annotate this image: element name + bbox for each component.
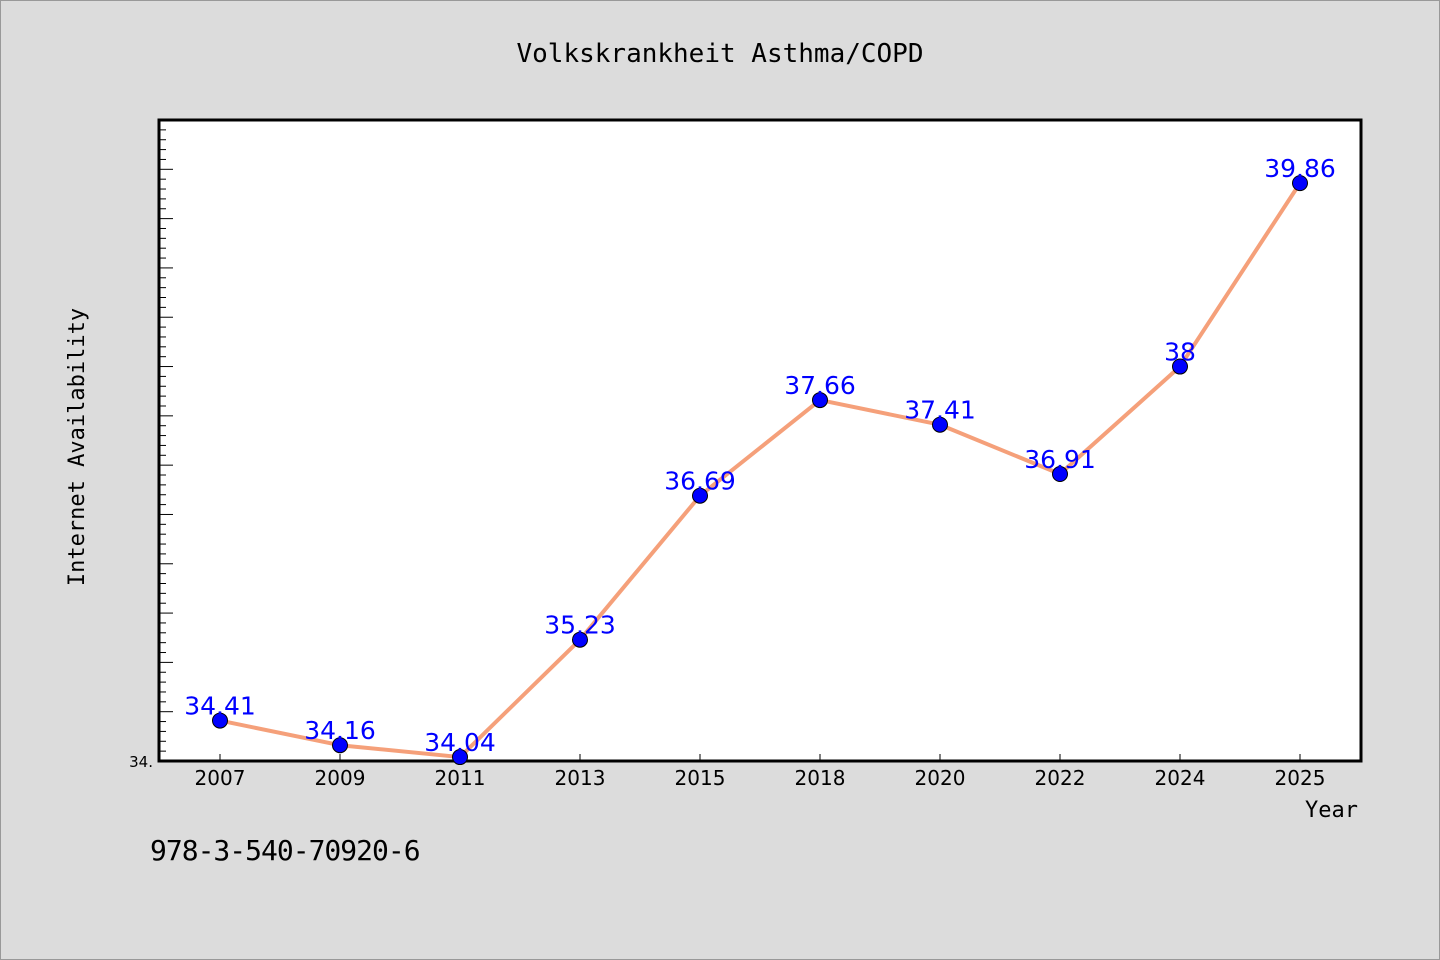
x-axis-ticks: 2007 2009 2011 2013 2015 2018 2020 2022 2024 2025 xyxy=(195,754,1326,790)
x-tick-label: 2022 xyxy=(1035,766,1086,790)
x-tick-label: 2025 xyxy=(1275,766,1326,790)
x-tick-label: 2009 xyxy=(315,766,366,790)
data-label: 36.91 xyxy=(1024,445,1096,474)
series-line xyxy=(219,182,1302,760)
x-tick-label: 2024 xyxy=(1155,766,1206,790)
data-point xyxy=(932,416,948,433)
data-label: 38 xyxy=(1164,338,1196,367)
isbn-footer: 978-3-540-70920-6 xyxy=(150,834,421,867)
x-tick-label: 2007 xyxy=(195,766,246,790)
chart-title: Volkskrankheit Asthma/COPD xyxy=(517,39,924,69)
x-tick-label: 2015 xyxy=(675,766,726,790)
data-point xyxy=(212,712,228,729)
data-label: 39.86 xyxy=(1264,154,1336,183)
data-label: 37.66 xyxy=(784,371,856,400)
x-axis-label: Year xyxy=(1305,798,1358,823)
data-point xyxy=(1292,175,1308,192)
plot-area xyxy=(157,118,1363,763)
y-tick-label: 34. xyxy=(129,753,153,771)
data-point xyxy=(332,737,348,754)
data-point xyxy=(452,749,468,766)
y-axis-ticks: 34. xyxy=(129,129,173,771)
data-label: 35.23 xyxy=(544,611,616,640)
data-point xyxy=(692,487,708,504)
x-tick-label: 2020 xyxy=(915,766,966,790)
data-label: 34.16 xyxy=(304,716,376,745)
data-point xyxy=(572,631,588,648)
x-tick-label: 2018 xyxy=(795,766,846,790)
x-tick-label: 2013 xyxy=(555,766,606,790)
series-group: 34.41 34.16 34.04 35.23 36.69 37.66 37.41 36.91… xyxy=(184,154,1336,766)
data-point xyxy=(1172,358,1188,375)
data-label: 37.41 xyxy=(904,396,976,425)
data-point xyxy=(1052,466,1068,483)
data-point xyxy=(812,392,828,409)
data-label: 36.69 xyxy=(664,467,736,496)
data-label: 34.41 xyxy=(184,692,256,721)
y-axis-label: Internet Availability xyxy=(65,308,90,586)
data-label: 34.04 xyxy=(424,728,496,757)
x-tick-label: 2011 xyxy=(435,766,486,790)
